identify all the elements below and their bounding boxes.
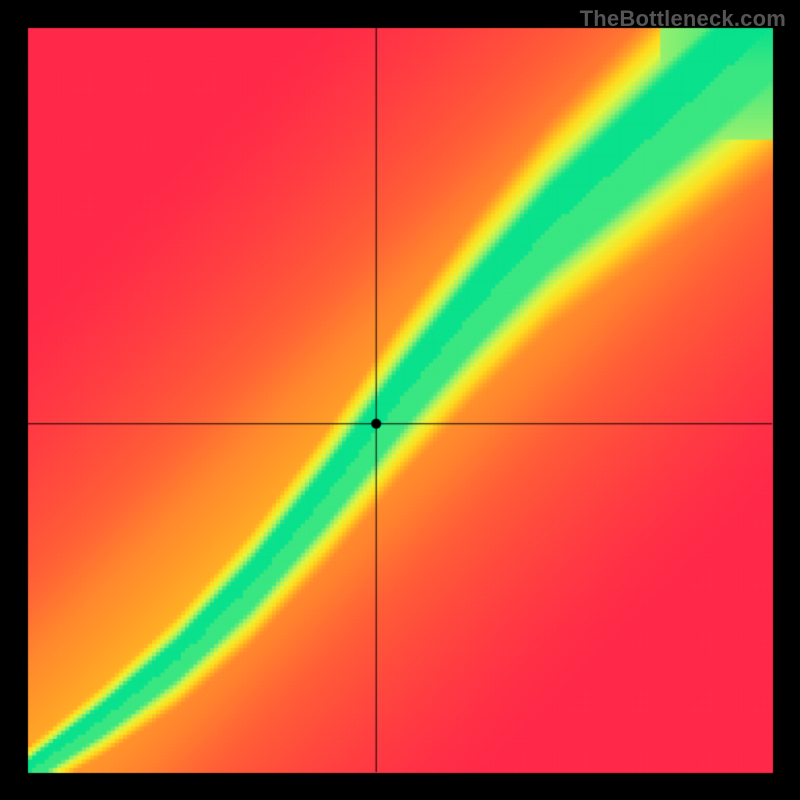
bottleneck-heatmap [0, 0, 800, 800]
watermark-text: TheBottleneck.com [580, 6, 786, 32]
chart-container: TheBottleneck.com [0, 0, 800, 800]
